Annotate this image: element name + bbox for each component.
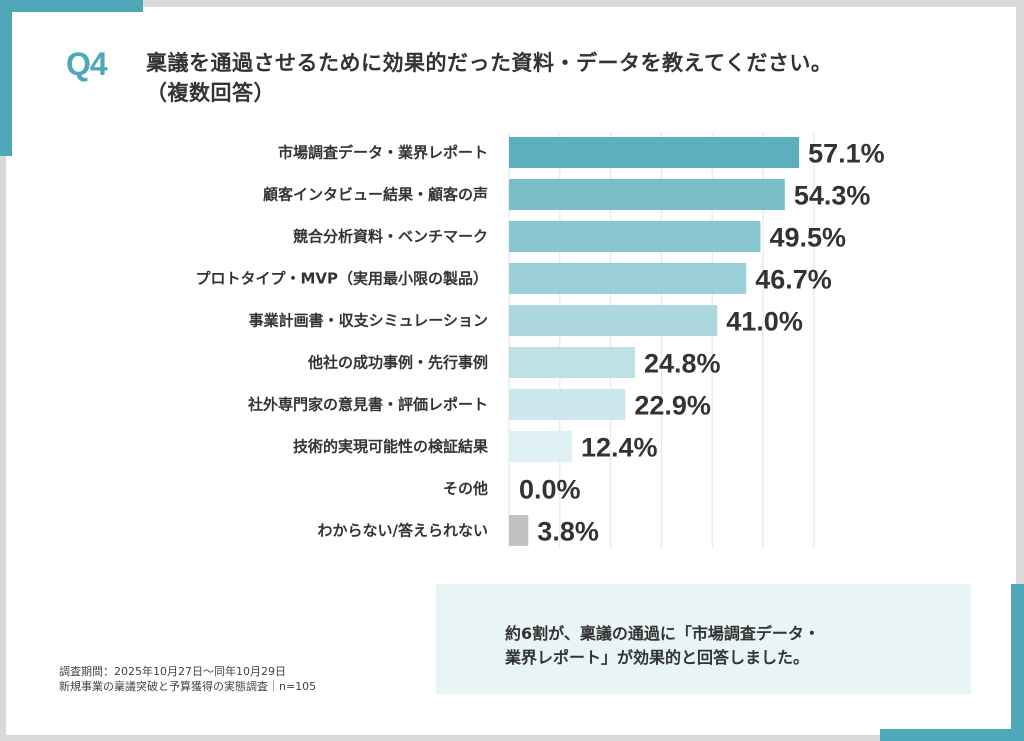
corner-accent-bottom-right-vertical (1011, 584, 1024, 741)
value-label-4: 41.0% (726, 307, 803, 337)
category-label-3: プロトタイプ・MVP（実用最小限の製品） (195, 270, 488, 288)
bar-5 (509, 347, 635, 378)
bar-7 (509, 431, 572, 462)
value-label-5: 24.8% (644, 349, 721, 379)
summary-line2: 業界レポート」が効果的と回答しました。 (505, 648, 810, 667)
corner-accent-top-left-vertical (0, 0, 12, 156)
bar-chart: 市場調査データ・業界レポート顧客インタビュー結果・顧客の声競合分析資料・ベンチマ… (195, 133, 885, 548)
question-title: 稟議を通過させるために効果的だった資料・データを教えてください。 （複数回答） (146, 48, 832, 108)
category-label-1: 顧客インタビュー結果・顧客の声 (263, 186, 488, 204)
value-label-7: 12.4% (581, 433, 658, 463)
bar-6 (509, 389, 626, 420)
chart-category-labels: 市場調査データ・業界レポート顧客インタビュー結果・顧客の声競合分析資料・ベンチマ… (195, 144, 489, 540)
value-label-3: 46.7% (755, 265, 832, 295)
category-label-4: 事業計画書・収支シミュレーション (249, 312, 488, 330)
question-number: Q4 (66, 46, 108, 82)
bar-0 (509, 137, 800, 168)
category-label-9: わからない/答えられない (318, 522, 488, 540)
bar-4 (509, 305, 718, 336)
bar-2 (509, 221, 761, 252)
value-label-0: 57.1% (808, 139, 885, 169)
survey-name: 新規事業の稟議突破と予算獲得の実態調査｜n=105 (59, 680, 317, 693)
chart-value-labels: 57.1% 54.3% 49.5% 46.7% 41.0%24.8% 22.9% 12.4%… (519, 139, 885, 547)
bar-1 (509, 179, 785, 210)
survey-period: 調査期間：2025年10月27日〜同年10月29日 (59, 665, 286, 678)
value-label-1: 54.3% (794, 181, 871, 211)
category-label-5: 他社の成功事例・先行事例 (307, 354, 488, 372)
question-title-line2: （複数回答） (146, 81, 275, 105)
category-label-0: 市場調査データ・業界レポート (278, 144, 488, 162)
summary-text: 約6割が、稟議の通過に「市場調査データ・ 業界レポート」が効果的と回答しました。 (505, 622, 820, 670)
category-label-6: 社外専門家の意見書・評価レポート (247, 396, 488, 414)
value-label-9: 3.8% (537, 517, 599, 547)
value-label-8: 0.0% (519, 475, 581, 505)
question-title-line1: 稟議を通過させるために効果的だった資料・データを教えてください。 (146, 51, 833, 75)
corner-accent-bottom-right (880, 729, 1024, 741)
corner-accent-top-left (0, 0, 143, 12)
bar-3 (509, 263, 747, 294)
value-label-2: 49.5% (769, 223, 846, 253)
summary-box: 約6割が、稟議の通過に「市場調査データ・ 業界レポート」が効果的と回答しました。 (436, 584, 971, 694)
footnote: 調査期間：2025年10月27日〜同年10月29日 新規事業の稟議突破と予算獲得… (59, 664, 316, 694)
bar-9 (509, 515, 529, 546)
value-label-6: 22.9% (634, 391, 711, 421)
chart-bars (509, 137, 800, 546)
category-label-7: 技術的実現可能性の検証結果 (293, 438, 489, 456)
category-label-2: 競合分析資料・ベンチマーク (293, 228, 488, 246)
summary-line1: 約6割が、稟議の通過に「市場調査データ・ (505, 624, 820, 643)
category-label-8: その他 (443, 480, 488, 498)
